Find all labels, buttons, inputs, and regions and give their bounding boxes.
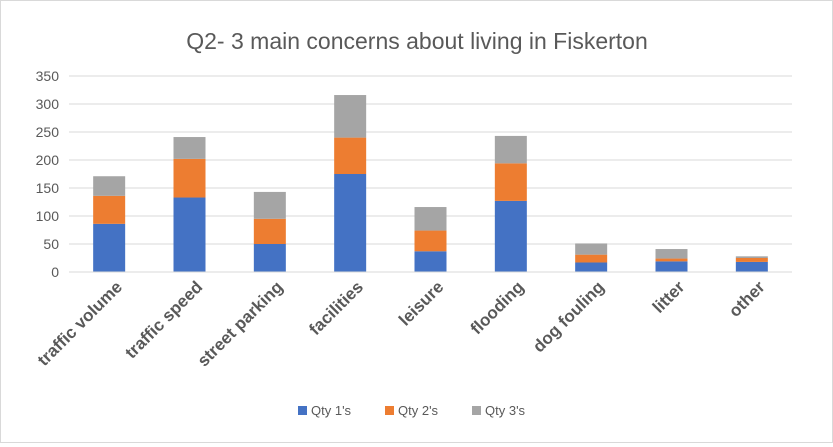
y-tick-label: 100	[36, 208, 60, 224]
legend-label: Qty 2's	[398, 403, 439, 418]
x-tick-label: traffic speed	[121, 277, 206, 362]
bar-segment-3	[334, 95, 367, 138]
y-tick-label: 300	[36, 96, 60, 112]
x-tick-label: other	[725, 277, 769, 321]
bar-segment-3	[173, 137, 206, 159]
legend-swatch	[472, 406, 481, 415]
bar-segment-2	[253, 218, 286, 244]
x-tick-label: dog fouling	[529, 277, 608, 356]
y-tick-label: 350	[36, 68, 60, 84]
y-axis-tick-labels: 0 50 100 150 200 250 300 350	[36, 68, 60, 280]
x-tick-label: traffic volume	[34, 277, 126, 369]
bar-segment-1	[334, 174, 367, 272]
y-tick-label: 250	[36, 124, 60, 140]
bar-segment-2	[575, 254, 608, 263]
y-tick-label: 200	[36, 152, 60, 168]
bar-segment-1	[93, 223, 126, 272]
bar-segment-2	[735, 258, 768, 262]
y-tick-label: 150	[36, 180, 60, 196]
bar-segment-1	[173, 197, 206, 272]
bar-segment-3	[414, 207, 447, 231]
bar-segment-1	[494, 200, 527, 272]
x-tick-label: flooding	[467, 277, 528, 338]
bar-segment-2	[414, 230, 447, 252]
bar-segment-3	[655, 249, 688, 259]
legend-label: Qty 1's	[311, 403, 352, 418]
bar-segment-3	[494, 135, 527, 164]
bar-segment-3	[575, 243, 608, 255]
chart-title: Q2- 3 main concerns about living in Fisk…	[186, 28, 648, 54]
bar-segment-1	[575, 262, 608, 272]
legend-swatch	[385, 406, 394, 415]
bar-segment-3	[735, 256, 768, 258]
x-tick-label: leisure	[395, 277, 447, 329]
x-tick-label: street parking	[194, 277, 287, 370]
bar-segment-2	[334, 137, 367, 174]
bar-segment-1	[414, 251, 447, 272]
legend-swatch	[298, 406, 307, 415]
y-tick-label: 50	[43, 236, 59, 252]
legend-label: Qty 3's	[485, 403, 526, 418]
bar-segment-1	[655, 261, 688, 272]
bar-segment-1	[735, 261, 768, 272]
x-tick-label: facilities	[305, 277, 367, 339]
y-tick-label: 0	[51, 264, 59, 280]
bar-segment-2	[655, 258, 688, 262]
x-tick-label: litter	[649, 277, 689, 317]
legend: Qty 1's Qty 2's Qty 3's	[298, 403, 526, 418]
bars	[93, 95, 768, 272]
bar-segment-1	[253, 244, 286, 272]
bar-segment-2	[494, 163, 527, 201]
bar-segment-3	[93, 176, 126, 196]
bar-segment-2	[173, 158, 206, 198]
bar-segment-3	[253, 191, 286, 219]
bar-segment-2	[93, 195, 126, 224]
